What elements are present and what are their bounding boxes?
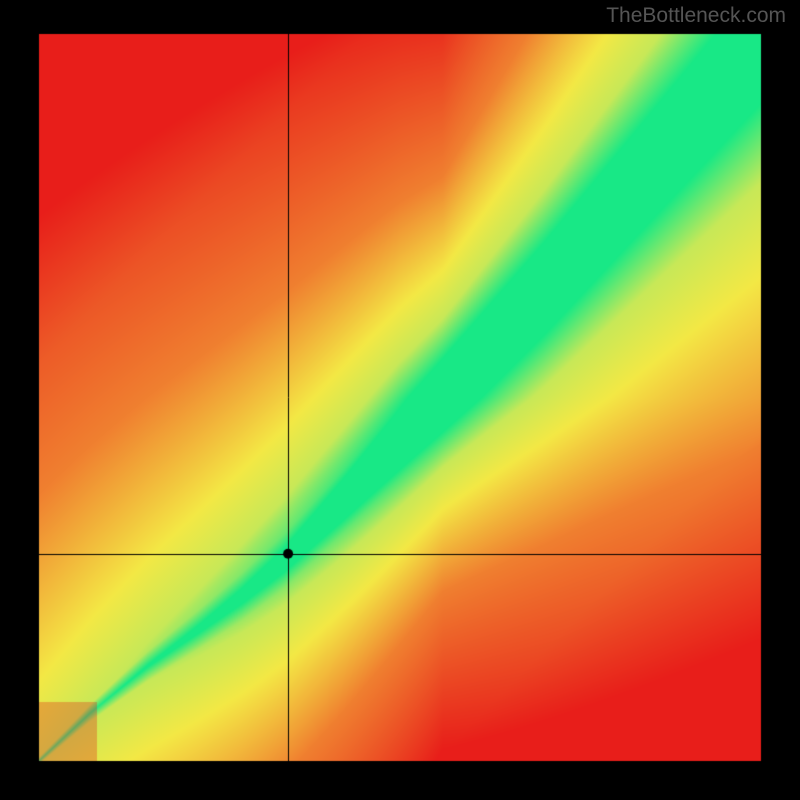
bottleneck-heatmap: [0, 0, 800, 800]
chart-container: TheBottleneck.com: [0, 0, 800, 800]
watermark-text: TheBottleneck.com: [606, 4, 786, 28]
